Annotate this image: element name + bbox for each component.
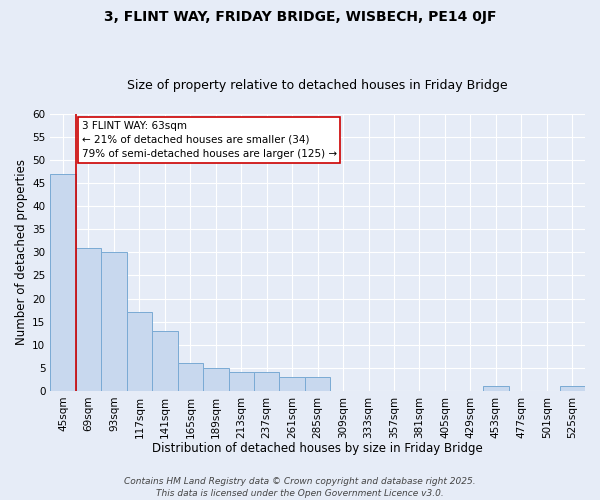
Bar [76, 248, 101, 391]
Bar [229, 372, 254, 391]
Bar [178, 363, 203, 391]
Text: 3, FLINT WAY, FRIDAY BRIDGE, WISBECH, PE14 0JF: 3, FLINT WAY, FRIDAY BRIDGE, WISBECH, PE… [104, 10, 496, 24]
Bar [101, 252, 127, 391]
Bar [254, 372, 280, 391]
Bar [483, 386, 509, 391]
Text: Contains HM Land Registry data © Crown copyright and database right 2025.
This d: Contains HM Land Registry data © Crown c… [124, 476, 476, 498]
Bar [152, 331, 178, 391]
Bar [280, 377, 305, 391]
Title: Size of property relative to detached houses in Friday Bridge: Size of property relative to detached ho… [127, 79, 508, 92]
Bar [50, 174, 76, 391]
Bar [127, 312, 152, 391]
Bar [560, 386, 585, 391]
Bar [203, 368, 229, 391]
Y-axis label: Number of detached properties: Number of detached properties [15, 160, 28, 346]
X-axis label: Distribution of detached houses by size in Friday Bridge: Distribution of detached houses by size … [152, 442, 483, 455]
Bar [305, 377, 331, 391]
Text: 3 FLINT WAY: 63sqm
← 21% of detached houses are smaller (34)
79% of semi-detache: 3 FLINT WAY: 63sqm ← 21% of detached hou… [82, 121, 337, 159]
